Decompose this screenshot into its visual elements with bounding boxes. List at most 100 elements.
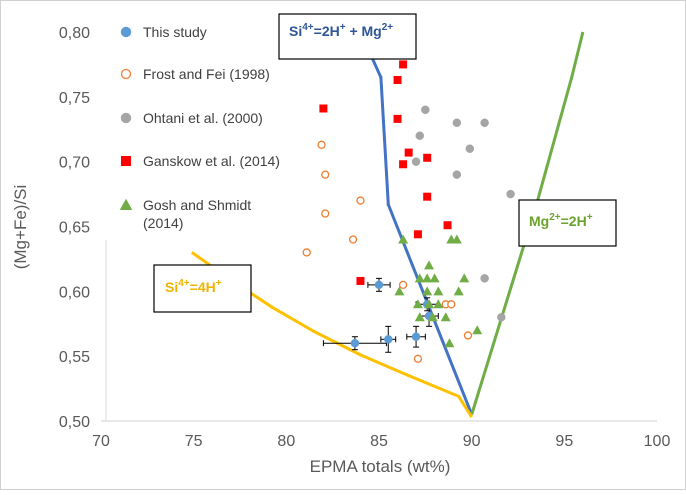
legend-label: Ohtani et al. (2000) [143, 110, 263, 126]
data-point [319, 104, 328, 113]
data-point [414, 273, 425, 283]
data-point [422, 273, 433, 283]
data-point [356, 276, 365, 285]
legend-label: Frost and Fei (1998) [143, 66, 270, 82]
data-point [480, 118, 489, 128]
data-point [421, 105, 430, 115]
data-point [472, 325, 483, 335]
data-point [404, 148, 413, 157]
data-point [399, 160, 408, 169]
legend-marker [121, 156, 131, 166]
line-vertex [570, 75, 574, 79]
series-ohtani-et-al-2000 [411, 105, 515, 322]
legend: This study Frost and Fei (1998) Ohtani et … [119, 24, 280, 231]
data-point [480, 274, 489, 283]
x-tick-label: 85 [370, 433, 388, 450]
data-point [411, 332, 421, 341]
data-point [384, 335, 393, 344]
legend-item-ganskow-et-al-2014: Ganskow et al. (2014) [121, 153, 280, 169]
x-tick-label: 95 [555, 433, 573, 450]
data-point [452, 170, 462, 179]
data-point [413, 230, 422, 239]
annotation-box-si-2h-mg [278, 13, 417, 60]
x-tick-label: 80 [277, 433, 295, 450]
line-vertex [407, 374, 411, 378]
legend-marker [120, 68, 132, 80]
annotation-label-mg-2h: Mg2+=2H+ [529, 212, 593, 229]
legend-item-ohtani-et-al-2000: Ohtani et al. (2000) [120, 110, 263, 126]
annotation-box-mg-2h [518, 199, 617, 247]
data-point [453, 286, 464, 296]
data-point [398, 234, 409, 244]
data-point [497, 313, 506, 322]
legend-item-gosh-and-shmidt-2014: Gosh and Shmidt (2014) [119, 197, 251, 231]
legend-label: This study [143, 24, 207, 40]
data-point [422, 286, 433, 296]
data-point [423, 153, 432, 162]
legend-marker [120, 112, 132, 124]
data-point [348, 235, 358, 244]
data-points [302, 60, 515, 363]
data-point [317, 140, 326, 149]
x-tick-label: 90 [463, 433, 481, 450]
data-point [452, 118, 462, 128]
x-tick-label: 70 [92, 433, 110, 450]
line-vertex [269, 305, 274, 309]
legend-marker [119, 198, 133, 210]
data-point [412, 299, 423, 309]
data-point [393, 75, 402, 84]
data-point [463, 331, 473, 340]
data-point [423, 192, 432, 201]
y-tick-label: 0,60 [59, 284, 90, 301]
annotation-si-2h-mg: Si4+=2H+ + Mg2+ [278, 13, 417, 60]
data-point [444, 338, 455, 348]
series-frost-and-fei-1998 [302, 140, 473, 363]
data-point [465, 144, 475, 153]
data-point [451, 234, 462, 244]
annotation-box-si-4h [153, 264, 252, 313]
data-point [433, 286, 444, 296]
line-vertex [358, 353, 363, 357]
y-tick-label: 0,55 [59, 349, 90, 366]
data-point [399, 60, 408, 69]
x-axis-title: EPMA totals (wt%) [310, 457, 451, 476]
line-vertex [457, 394, 461, 398]
legend-label: Gosh and Shmidt (2014) [143, 197, 251, 231]
legend-item-this-study: This study [120, 24, 207, 40]
series-gosh-and-shmidt-2014 [394, 234, 483, 348]
data-point [321, 209, 330, 218]
data-point [459, 273, 470, 283]
data-point [321, 170, 330, 179]
data-point [424, 299, 435, 309]
data-point [424, 260, 435, 270]
y-tick-label: 0,50 [59, 414, 90, 431]
data-point [447, 300, 456, 309]
data-point [411, 157, 421, 166]
data-point [350, 338, 360, 348]
data-point [440, 312, 451, 322]
data-point [506, 189, 515, 199]
data-point [413, 354, 423, 363]
line-vertex [379, 75, 383, 79]
y-tick-label: 0,70 [59, 155, 90, 172]
data-point [302, 248, 311, 257]
series-ganskow-et-al-2014 [319, 60, 452, 285]
data-point [394, 286, 405, 296]
annotation-label-si-2h-mg: Si4+=2H+ + Mg2+ [289, 22, 393, 39]
annotation-label-si-4h: Si4+=4H+ [165, 278, 222, 295]
line-mg2-2h [470, 31, 585, 415]
annotation-mg-2h: Mg2+=2H+ [518, 199, 617, 247]
data-point [443, 221, 452, 230]
y-tick-labels: 0,50 0,55 0,60 0,65 0,70 0,75 0,80 [59, 25, 90, 431]
x-tick-labels: 70 75 80 85 90 95 100 [92, 433, 670, 450]
data-point [374, 280, 384, 290]
data-point [429, 273, 440, 283]
data-point [414, 312, 425, 322]
y-tick-label: 0,80 [59, 25, 90, 42]
legend-marker [120, 26, 132, 38]
legend-item-frost-and-fei-1998: Frost and Fei (1998) [120, 66, 270, 82]
y-tick-label: 0,65 [59, 220, 90, 237]
data-point [415, 131, 425, 140]
y-tick-label: 0,75 [59, 90, 90, 107]
